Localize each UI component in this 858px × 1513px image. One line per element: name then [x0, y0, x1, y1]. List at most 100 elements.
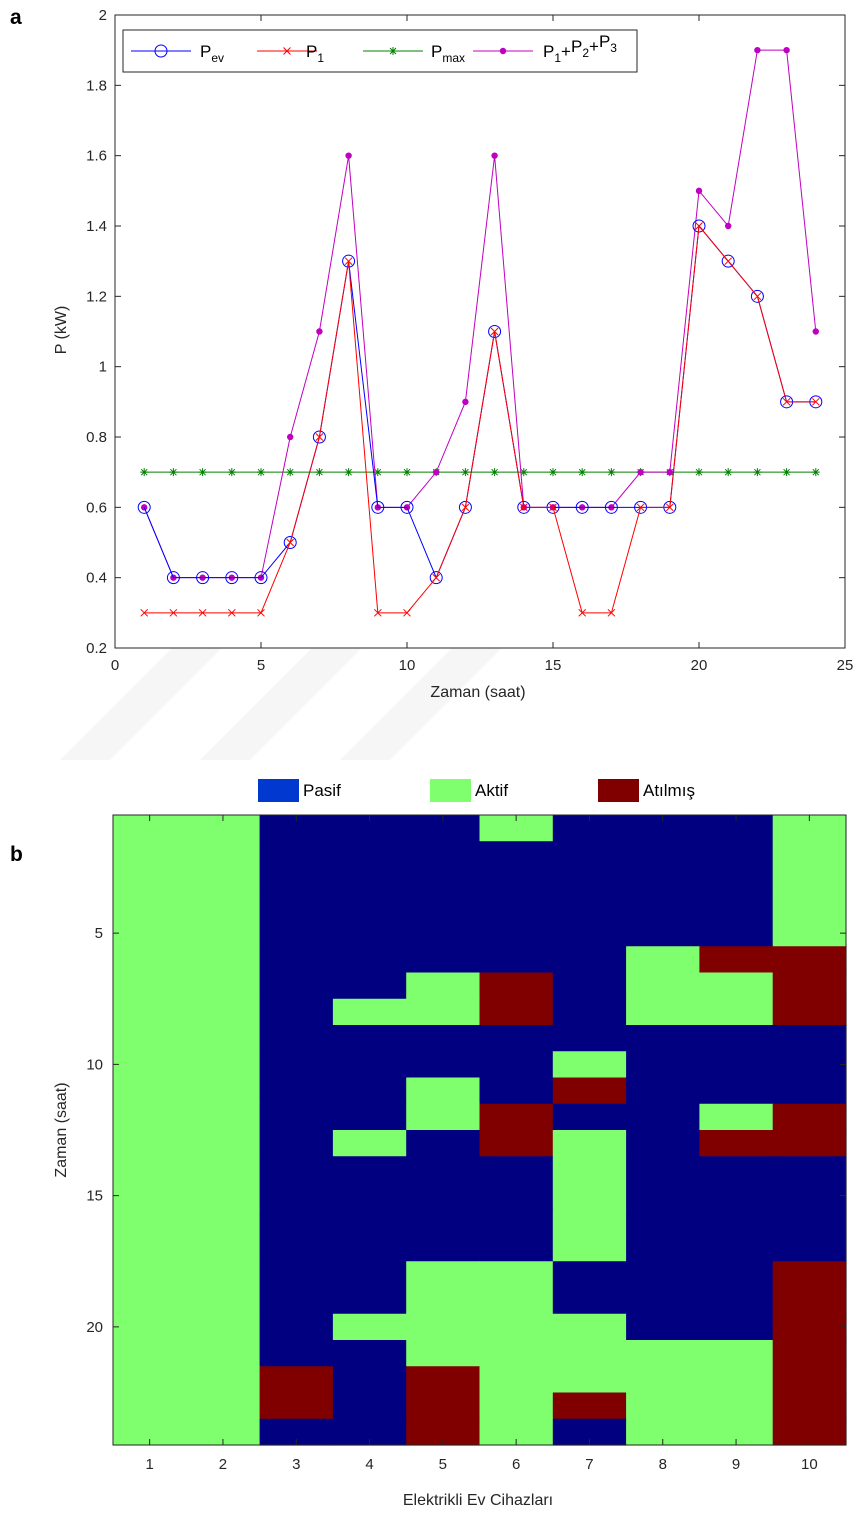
- heatmap-cell: [479, 1235, 554, 1262]
- heatmap-cell: [113, 1313, 187, 1341]
- data-point-x: [636, 503, 645, 512]
- heatmap-cell: [772, 1156, 847, 1184]
- heatmap-cell: [332, 1025, 407, 1052]
- heatmap-cell: [332, 1077, 407, 1105]
- heatmap-cell: [186, 972, 261, 1000]
- data-point-x: [198, 608, 207, 617]
- x-tick-label: 25: [837, 657, 854, 674]
- heatmap-cell: [699, 1077, 774, 1105]
- heatmap-cell: [186, 1235, 261, 1262]
- heatmap-cell: [626, 1287, 700, 1315]
- heatmap-cell: [332, 1261, 407, 1289]
- data-point-star: [519, 468, 528, 477]
- heatmap-cell: [186, 1366, 261, 1394]
- state-legend: Pasif Aktif Atılmış: [258, 779, 695, 802]
- data-point-circle: [429, 571, 443, 585]
- heatmap-cell: [406, 1130, 481, 1157]
- heatmap-cell: [626, 1156, 700, 1184]
- series-line: [144, 224, 816, 614]
- heatmap-cell: [552, 972, 627, 1000]
- x-tick-label: 5: [257, 657, 265, 674]
- data-point-x: [782, 397, 791, 406]
- y-tick-label: 1.6: [86, 148, 107, 165]
- x-tick-label: 10: [801, 1456, 818, 1473]
- heatmap-cell: [699, 1287, 774, 1315]
- data-point-star: [695, 468, 703, 477]
- heatmap-cell: [479, 946, 554, 974]
- heatmap-cell: [332, 946, 407, 974]
- y-tick-label: 10: [86, 1056, 103, 1073]
- heatmap-cell: [113, 920, 187, 947]
- y-tick-label: 1: [99, 359, 107, 376]
- heatmap-cell: [113, 893, 187, 921]
- heatmap-cell: [332, 1366, 407, 1394]
- data-point-circle: [400, 500, 414, 514]
- heatmap-cell: [259, 1392, 334, 1420]
- heatmap-cell: [479, 1287, 554, 1315]
- data-point-star: [257, 468, 265, 477]
- heatmap-cell: [186, 1261, 261, 1289]
- data-point-x: [519, 503, 528, 512]
- heatmap-cell: [332, 1156, 407, 1184]
- x-tick-label: 9: [732, 1456, 740, 1473]
- data-point-x: [344, 257, 353, 266]
- data-point-dot: [783, 46, 790, 54]
- heatmap-cell: [332, 1392, 407, 1420]
- heatmap-cell: [186, 920, 261, 947]
- heatmap-cell: [259, 1235, 334, 1262]
- data-point-x: [724, 257, 733, 266]
- heatmap-cell: [552, 1025, 627, 1052]
- heatmap-cell: [113, 1103, 187, 1131]
- y-tick-label: 1.8: [86, 77, 107, 94]
- heatmap-cell: [332, 893, 407, 921]
- legend-label: Pev: [200, 42, 224, 65]
- heatmap-cell: [113, 1208, 187, 1236]
- heatmap-axis-ticks: 1 2 3 4 5 6 7 8 9 10 5 10 15 20: [86, 815, 846, 1473]
- heatmap-cell: [406, 1103, 481, 1131]
- data-point-star: [286, 468, 295, 477]
- heatmap-cell: [332, 998, 407, 1026]
- legend: Pev P1 Pmax P1+P2+P3: [122, 29, 638, 73]
- data-point-x: [140, 608, 149, 617]
- heatmap-cell: [626, 1313, 700, 1341]
- data-point-dot: [499, 47, 507, 55]
- heatmap-cell: [479, 1130, 554, 1157]
- data-point-star: [549, 468, 557, 477]
- series-group: [137, 46, 823, 617]
- heatmap-cell: [772, 920, 847, 947]
- heatmap-cell: [406, 1392, 481, 1420]
- data-point-x: [432, 573, 441, 582]
- heatmap-cell: [699, 1366, 774, 1394]
- data-point-circle: [604, 500, 618, 514]
- heatmap-cell: [699, 867, 774, 895]
- heatmap-cell: [186, 1340, 261, 1367]
- heatmap-cell: [186, 841, 261, 869]
- heatmap-cell: [259, 972, 334, 1000]
- heatmap-cell: [626, 972, 700, 1000]
- heatmap-cell: [186, 867, 261, 895]
- heatmap-cell: [772, 867, 847, 895]
- heatmap-cell: [406, 1182, 481, 1210]
- data-point-circle: [154, 44, 168, 58]
- data-point-star: [578, 468, 587, 477]
- heatmap-cell: [552, 841, 627, 869]
- heatmap-cell: [699, 841, 774, 869]
- data-point-star: [140, 468, 149, 477]
- heatmap-cell: [626, 920, 700, 947]
- data-point-star: [461, 468, 470, 477]
- heatmap-cell: [332, 1235, 407, 1262]
- data-point-x: [549, 503, 557, 512]
- heatmap-cell: [113, 1366, 187, 1394]
- heatmap-cell: [332, 1208, 407, 1236]
- heatmap-cell: [113, 1077, 187, 1105]
- heatmap-cell: [479, 920, 554, 947]
- heatmap-cell: [406, 1235, 481, 1262]
- heatmap-cell: [552, 946, 627, 974]
- heatmap-cell: [626, 1392, 700, 1420]
- heatmap-cell: [479, 1182, 554, 1210]
- heatmap-y-axis-label: Zaman (saat): [53, 1082, 70, 1177]
- heatmap-cell: [186, 1077, 261, 1105]
- heatmap-cell: [699, 1208, 774, 1236]
- heatmap-cell: [259, 1340, 334, 1367]
- heatmap-cell: [479, 1025, 554, 1052]
